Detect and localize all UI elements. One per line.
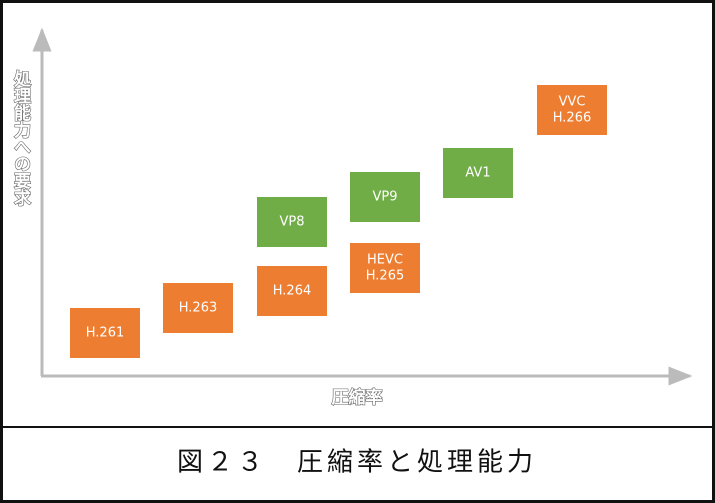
node-box <box>257 197 327 247</box>
node-box <box>537 85 607 135</box>
node-box <box>70 308 140 358</box>
node-box <box>350 243 420 293</box>
node-label: VP8 <box>279 215 304 230</box>
caption: 図２３ 圧縮率と処理能力 <box>177 448 537 478</box>
node-label: VVC <box>559 95 586 110</box>
node-label: H.261 <box>86 326 125 341</box>
node-label: H.265 <box>366 269 405 284</box>
node-box <box>257 266 327 316</box>
node-label: VP9 <box>372 190 397 205</box>
node-label: H.264 <box>273 284 312 299</box>
node-label: H.266 <box>553 111 592 126</box>
node-box <box>163 283 233 333</box>
node-label: H.263 <box>179 301 218 316</box>
x-axis-label: 圧縮率 <box>332 387 383 408</box>
node-label: AV1 <box>465 166 490 181</box>
node-box <box>350 172 420 222</box>
node-box <box>443 148 513 198</box>
y-axis-label: 処理能力への要求 <box>10 70 32 207</box>
node-label: HEVC <box>367 253 403 268</box>
